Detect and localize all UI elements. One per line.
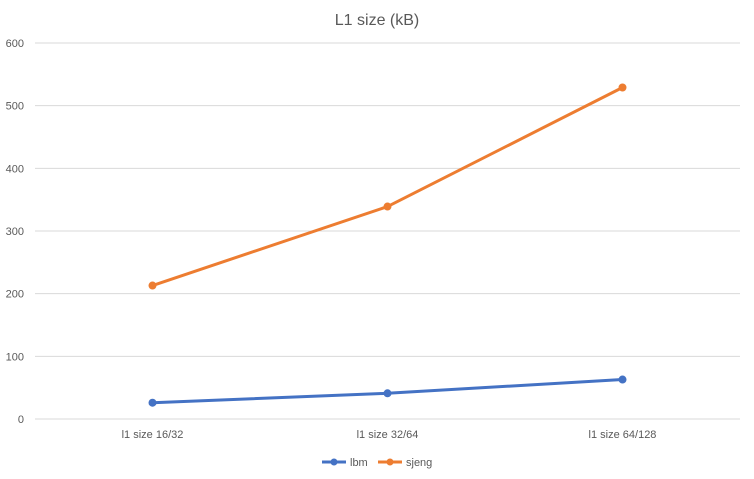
legend-label: lbm <box>350 457 368 469</box>
legend-item-lbm: lbm <box>322 457 368 469</box>
x-tick-label: l1 size 64/128 <box>589 429 657 441</box>
legend-marker <box>386 458 394 466</box>
y-tick-label: 300 <box>6 226 24 238</box>
y-tick-label: 500 <box>6 101 24 113</box>
data-point <box>383 389 392 398</box>
data-point <box>618 375 627 384</box>
legend-item-sjeng: sjeng <box>378 457 432 469</box>
y-tick-label: 400 <box>6 163 24 175</box>
y-tick-label: 600 <box>6 38 24 50</box>
x-axis-ticks: l1 size 16/32 l1 size 32/64 l1 size 64/128 <box>122 429 657 441</box>
data-point <box>618 83 627 92</box>
data-point <box>148 281 157 290</box>
x-tick-label: l1 size 16/32 <box>122 429 184 441</box>
y-tick-label: 0 <box>18 414 24 426</box>
series-sjeng <box>148 83 627 290</box>
legend: lbm sjeng <box>322 457 432 469</box>
data-point <box>383 202 392 211</box>
gridlines <box>35 42 740 420</box>
y-tick-label: 200 <box>6 289 24 301</box>
y-tick-label: 100 <box>6 351 24 363</box>
y-axis-ticks: 0 100 200 300 400 500 600 <box>6 38 24 426</box>
series-lines <box>148 83 627 407</box>
series-lbm <box>148 375 627 407</box>
series-line <box>151 85 624 288</box>
x-tick-label: l1 size 32/64 <box>357 429 419 441</box>
data-point <box>148 398 157 407</box>
legend-label: sjeng <box>406 457 432 469</box>
chart-title: L1 size (kB) <box>335 12 419 29</box>
legend-marker <box>330 458 338 466</box>
